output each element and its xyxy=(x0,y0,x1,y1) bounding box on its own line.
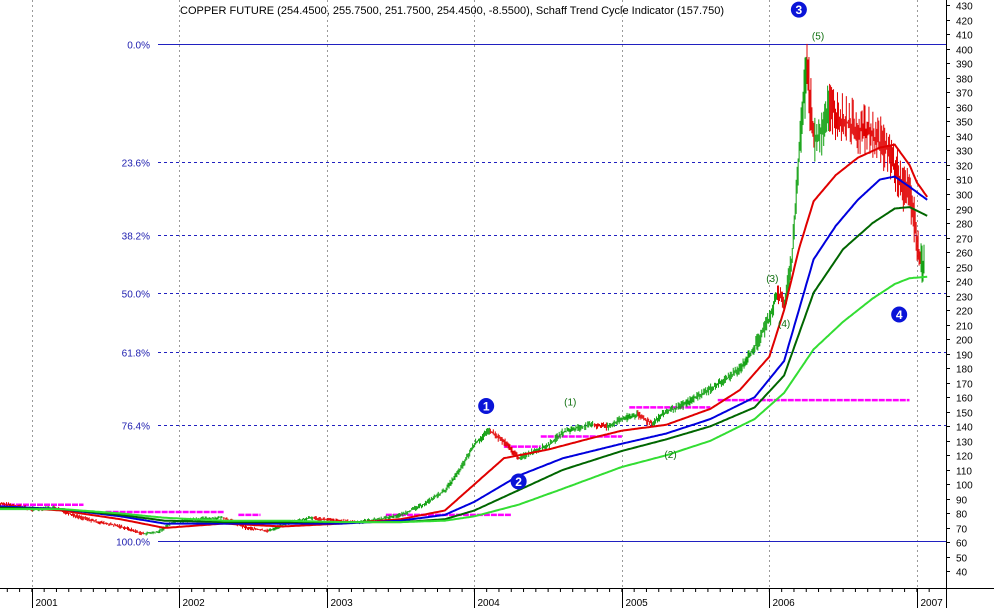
marker-circle xyxy=(510,473,527,490)
ma-line-2 xyxy=(0,175,928,525)
x-tick-label: 2005 xyxy=(626,598,649,608)
y-tick-label: 180 xyxy=(956,365,973,376)
marker-circle xyxy=(790,1,807,18)
y-tick-label: 400 xyxy=(956,46,973,57)
x-tick-label: 2006 xyxy=(773,598,796,608)
y-tick-label: 50 xyxy=(956,554,968,565)
fib-level-label: 23.6% xyxy=(122,159,150,170)
fib-level-label: 61.8% xyxy=(122,349,150,360)
y-tick-label: 120 xyxy=(956,452,973,463)
marker-circle xyxy=(891,306,908,323)
marker-number: 3 xyxy=(796,3,803,17)
fibonacci-levels: 0.0% 23.6% 38.2% 50.0% 61.8% 76.4% 100.0% xyxy=(116,41,946,549)
chart-title: COPPER FUTURE (254.4500, 255.7500, 251.7… xyxy=(180,5,724,17)
y-tick-label: 240 xyxy=(956,278,973,289)
y-tick-label: 430 xyxy=(956,2,973,13)
x-tick-label: 2007 xyxy=(921,598,944,608)
y-tick-label: 90 xyxy=(956,496,968,507)
y-tick-label: 300 xyxy=(956,191,973,202)
y-tick-label: 160 xyxy=(956,394,973,405)
ma-line-3 xyxy=(0,206,928,524)
y-tick-label: 210 xyxy=(956,322,973,333)
y-tick-label: 290 xyxy=(956,206,973,217)
y-tick-label: 360 xyxy=(956,104,973,115)
wave-label: (5) xyxy=(812,32,824,43)
fib-level-label: 100.0% xyxy=(116,538,150,549)
y-tick-label: 230 xyxy=(956,293,973,304)
y-tick-label: 330 xyxy=(956,147,973,158)
y-tick-label: 70 xyxy=(956,525,968,536)
y-tick-label: 380 xyxy=(956,75,973,86)
y-tick-label: 420 xyxy=(956,17,973,28)
marker-circle xyxy=(478,397,495,414)
y-tick-label: 410 xyxy=(956,31,973,42)
y-tick-label: 270 xyxy=(956,235,973,246)
y-tick-label: 350 xyxy=(956,118,973,129)
fib-level-label: 76.4% xyxy=(122,422,150,433)
y-tick-label: 100 xyxy=(956,481,973,492)
y-tick-label: 250 xyxy=(956,264,973,275)
y-tick-label: 280 xyxy=(956,220,973,231)
marker-number: 1 xyxy=(483,399,490,413)
fib-level-label: 38.2% xyxy=(122,232,150,243)
y-tick-label: 320 xyxy=(956,162,973,173)
x-tick-label: 2001 xyxy=(36,598,59,608)
y-tick-label: 150 xyxy=(956,409,973,420)
wave-label: (3) xyxy=(766,274,778,285)
y-tick-label: 340 xyxy=(956,133,973,144)
y-tick-label: 190 xyxy=(956,351,973,362)
y-tick-label: 60 xyxy=(956,539,968,550)
y-tick-label: 390 xyxy=(956,60,973,71)
x-tick-label: 2003 xyxy=(331,598,354,608)
y-tick-label: 130 xyxy=(956,438,973,449)
marker-number: 4 xyxy=(896,308,903,322)
fib-level-label: 0.0% xyxy=(127,41,150,52)
y-tick-label: 260 xyxy=(956,249,973,260)
y-tick-label: 170 xyxy=(956,380,973,391)
y-tick-label: 40 xyxy=(956,568,968,579)
marker-number: 2 xyxy=(515,475,522,489)
y-tick-label: 220 xyxy=(956,307,973,318)
wave-label: (4) xyxy=(778,319,790,330)
y-tick-label: 200 xyxy=(956,336,973,347)
ma-line-4 xyxy=(0,275,928,524)
wave-label: (1) xyxy=(564,398,576,409)
ma-line-1 xyxy=(0,143,929,529)
moving-average-lines xyxy=(0,143,929,529)
y-tick-label: 140 xyxy=(956,423,973,434)
vertical-gridlines xyxy=(32,0,918,588)
y-tick-label: 370 xyxy=(956,89,973,100)
y-tick-label: 110 xyxy=(956,467,972,478)
y-tick-label: 80 xyxy=(956,510,968,521)
circle-markers: 1 2 3 4 xyxy=(478,1,908,490)
fib-level-label: 50.0% xyxy=(122,290,150,301)
y-tick-label: 310 xyxy=(956,176,973,187)
wave-label: (2) xyxy=(664,450,676,461)
x-tick-label: 2004 xyxy=(478,598,501,608)
wave-labels: (1) (2) (3) (4) (5) xyxy=(564,32,824,461)
x-tick-label: 2002 xyxy=(183,598,206,608)
